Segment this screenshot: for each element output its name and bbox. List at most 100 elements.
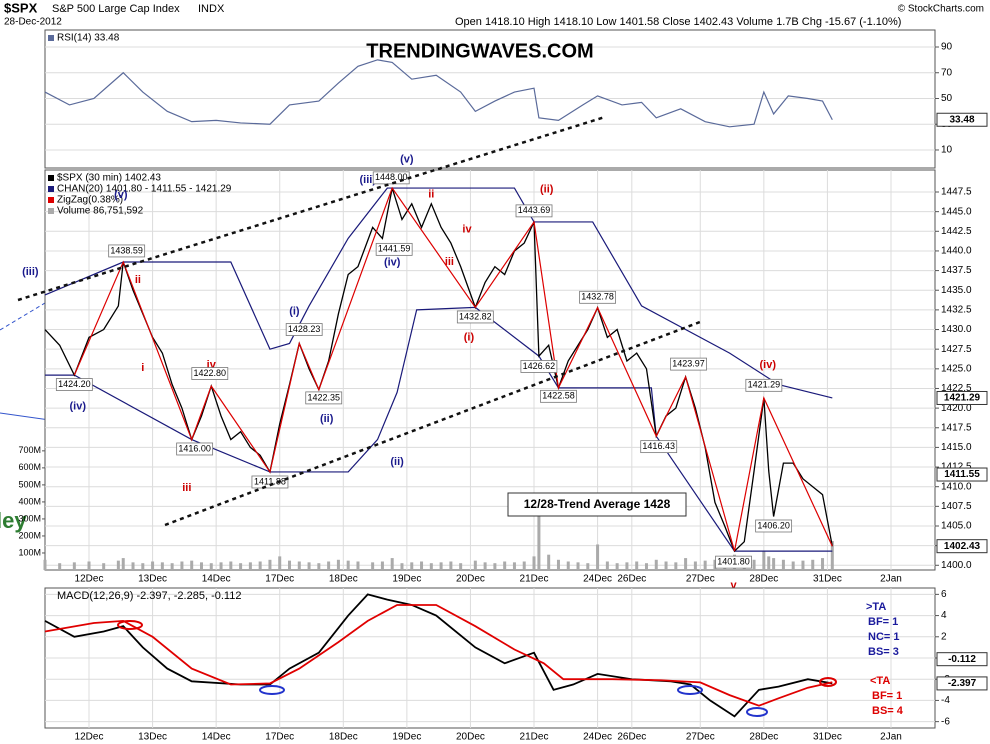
x-tick-label: 31Dec	[813, 574, 842, 585]
x-tick-label: 2Jan	[880, 574, 902, 585]
volume-bar	[278, 556, 282, 570]
price-label: 1448.00	[375, 172, 408, 182]
price-label: 1441.59	[378, 244, 411, 254]
y-tick-label: 1447.5	[941, 187, 972, 198]
price-label: 1411.88	[254, 476, 286, 486]
volume-bar	[596, 544, 600, 570]
volume-bar	[356, 561, 360, 570]
cross-marker	[259, 685, 285, 695]
wave-label: i	[141, 362, 144, 374]
legend-label: CHAN(20) 1401.80 - 1411.55 - 1421.29	[57, 184, 232, 195]
legend-swatch	[48, 175, 54, 181]
y2-tick-label: 500M	[18, 479, 41, 489]
y-tick-label: 1445.0	[941, 206, 972, 217]
volume-bar	[400, 563, 404, 570]
volume-bar	[410, 562, 414, 570]
volume-bar	[547, 554, 551, 570]
value-tag	[936, 652, 988, 667]
volume-bar	[586, 563, 590, 570]
quote: Open 1418.10 High 1418.10 Low 1401.58 Cl…	[455, 16, 901, 28]
volume-bar	[429, 563, 433, 570]
volume-bar	[772, 558, 776, 570]
value-tag	[936, 676, 988, 691]
volume-bar	[371, 562, 375, 570]
volume-bar	[644, 563, 648, 570]
price-label-box	[55, 378, 93, 391]
price-label: 1426.62	[523, 361, 556, 371]
price-label: 1422.35	[307, 392, 340, 402]
wave-label: (iv)	[70, 400, 87, 412]
volume-bar	[199, 562, 203, 570]
volume-bar	[703, 560, 707, 570]
x-tick-label: 28Dec	[749, 574, 778, 585]
side-text: ley	[0, 508, 27, 533]
price-label: 1416.00	[178, 443, 211, 453]
legend-label: Volume 86,751,592	[57, 206, 144, 217]
volume-bar	[713, 559, 717, 570]
price-label-box	[251, 475, 289, 489]
volume-bar	[635, 561, 639, 570]
macd-note: NC= 1	[868, 631, 900, 643]
x-tick-label: 18Dec	[329, 732, 358, 743]
volume-bar	[781, 559, 785, 570]
x-tick-label: 14Dec	[202, 732, 231, 743]
volume-bar	[72, 562, 76, 570]
price-label-box	[305, 391, 343, 405]
volume-bar	[219, 562, 223, 570]
price-label-box	[755, 519, 793, 533]
series-line	[44, 59, 833, 128]
volume-bar	[674, 562, 678, 570]
legend-label: $SPX (30 min) 1402.43	[57, 173, 161, 184]
legend-swatch	[48, 186, 54, 192]
symbol: $SPX	[4, 0, 38, 15]
legend-label: RSI(14) 33.48	[57, 33, 120, 44]
price-label-box	[745, 378, 783, 392]
x-tick-label: 18Dec	[329, 574, 358, 585]
volume-bar	[380, 561, 384, 570]
volume-bar	[209, 563, 213, 570]
macd-note: BS= 4	[872, 705, 904, 717]
volume-bar	[43, 559, 47, 570]
y-tick-label: 1430.0	[941, 324, 972, 335]
price-label: 1424.20	[58, 379, 91, 389]
wave-label: ii	[135, 274, 141, 286]
x-tick-label: 19Dec	[392, 732, 421, 743]
panel-title: MACD(12,26,9) -2.397, -2.285, -0.112	[57, 590, 241, 602]
y-tick-label: 1417.5	[941, 422, 972, 433]
x-tick-label: 21Dec	[520, 732, 549, 743]
x-tick-label: 20Dec	[456, 732, 485, 743]
volume-bar	[317, 563, 321, 570]
price-label: 1443.69	[518, 205, 551, 215]
cross-marker	[117, 620, 143, 630]
legend-swatch	[48, 35, 54, 41]
x-tick-label: 21Dec	[520, 574, 549, 585]
price-label-box	[375, 242, 413, 256]
y-tick-label: -4	[941, 695, 950, 706]
y-tick-label: 1427.5	[941, 344, 972, 355]
volume-bar	[336, 559, 340, 570]
macd-note: BF= 1	[872, 690, 902, 702]
y2-tick-label: 700M	[18, 445, 41, 455]
markers	[117, 620, 837, 717]
y2-tick-label: 600M	[18, 462, 41, 472]
volume-bar	[556, 559, 560, 570]
x-tick-label: 12Dec	[75, 732, 104, 743]
volume-bar	[752, 559, 756, 570]
volume-bar	[483, 562, 487, 570]
y-tick-label: 1440.0	[941, 246, 972, 257]
legend-label: ZigZag(0.38%)	[57, 195, 123, 206]
note-box	[507, 492, 687, 517]
x-tick-label: 26Dec	[617, 574, 646, 585]
volume-bar	[693, 561, 697, 570]
volume-bar	[801, 560, 805, 570]
volume-bar	[87, 561, 91, 570]
volume-bar	[654, 559, 658, 570]
value-tag-label: -0.112	[948, 654, 976, 665]
volume-bar	[390, 558, 394, 570]
price-label-box	[715, 555, 752, 569]
wave-label: iii	[445, 256, 454, 268]
y-tick-label: 1405.0	[941, 521, 972, 532]
volume-bar	[190, 560, 194, 570]
macd-note: BS= 3	[868, 646, 899, 658]
value-tag-label: 1421.29	[944, 393, 981, 404]
